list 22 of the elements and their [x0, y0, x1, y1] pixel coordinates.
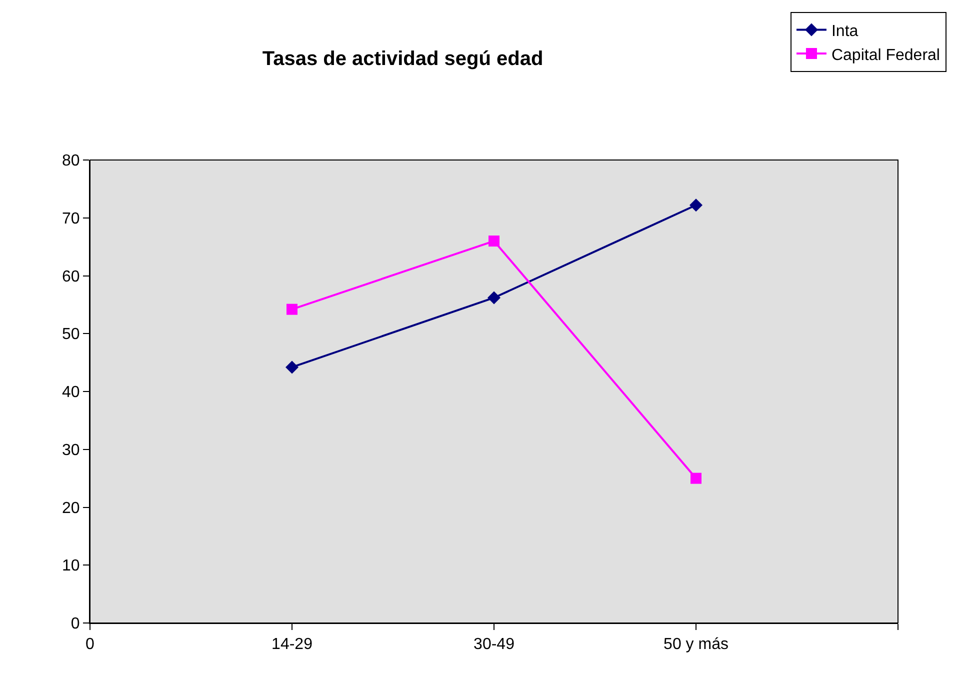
y-tick-label: 80: [62, 152, 80, 170]
chart-title: Tasas de actividad segú edad: [262, 48, 544, 70]
y-tick-label: 0: [70, 616, 80, 633]
x-tick-label: 0: [86, 636, 95, 654]
legend-label: Capital Federal: [831, 46, 940, 64]
point: [286, 360, 298, 374]
y-tick-label: 10: [62, 558, 80, 575]
y-tick-label: 70: [62, 210, 80, 228]
y-tick-label: 50: [62, 326, 80, 344]
y-tick-label: 60: [62, 268, 80, 286]
x-tick-label: 30-49: [474, 636, 515, 654]
y-tick-label: 30: [62, 442, 80, 459]
x-tick-label: 14-29: [272, 636, 313, 654]
y-tick-label: 20: [62, 500, 80, 517]
point: [488, 291, 500, 304]
legend-label: Inta: [831, 22, 858, 40]
y-tick-label: 40: [62, 384, 80, 402]
point: [690, 472, 702, 484]
point: [488, 236, 500, 247]
x-tick-label: 50 y más: [664, 636, 728, 654]
point: [286, 304, 298, 315]
point: [690, 198, 702, 212]
